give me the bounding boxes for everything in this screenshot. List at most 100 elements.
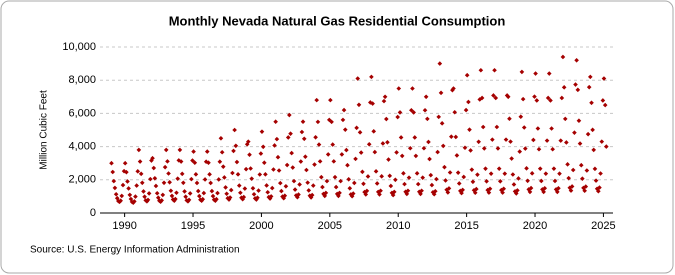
point xyxy=(452,109,458,115)
point xyxy=(242,186,248,191)
point xyxy=(120,182,126,188)
point xyxy=(234,159,240,165)
point xyxy=(573,82,578,87)
point xyxy=(560,54,566,60)
point xyxy=(255,195,260,201)
point xyxy=(543,171,549,176)
point xyxy=(401,171,406,176)
point xyxy=(230,170,235,176)
point xyxy=(429,182,435,188)
point xyxy=(297,182,302,187)
point xyxy=(345,162,350,168)
point xyxy=(583,184,589,189)
point xyxy=(290,165,296,170)
point xyxy=(501,186,506,192)
point xyxy=(546,71,552,76)
point xyxy=(169,193,175,199)
point xyxy=(162,164,168,170)
point xyxy=(178,159,184,164)
point xyxy=(301,136,307,142)
point xyxy=(479,95,485,101)
point xyxy=(222,175,227,180)
point xyxy=(373,169,379,174)
point xyxy=(481,146,487,151)
point xyxy=(309,192,315,198)
point xyxy=(256,188,261,193)
point xyxy=(220,164,226,169)
point xyxy=(532,94,537,99)
point xyxy=(550,146,555,152)
point xyxy=(419,188,424,194)
point xyxy=(216,177,222,182)
point xyxy=(426,139,431,145)
x-tick-label: 2020 xyxy=(523,220,547,232)
x-tick-label: 2015 xyxy=(454,220,478,232)
point xyxy=(585,131,591,137)
point xyxy=(189,176,194,182)
chart-title: Monthly Nevada Natural Gas Residential C… xyxy=(169,13,506,28)
x-tick-label: 2000 xyxy=(249,220,273,232)
point xyxy=(602,102,608,108)
point xyxy=(248,166,253,171)
point xyxy=(165,159,170,164)
point xyxy=(490,137,495,142)
point xyxy=(142,194,147,200)
point xyxy=(423,94,429,100)
point xyxy=(446,186,452,191)
point xyxy=(541,189,546,195)
point xyxy=(245,139,251,144)
point xyxy=(564,140,569,145)
point xyxy=(493,95,499,101)
point xyxy=(456,181,462,186)
point xyxy=(396,86,402,91)
point xyxy=(312,162,317,167)
point xyxy=(125,179,130,184)
point xyxy=(315,119,321,125)
point xyxy=(200,196,206,202)
point xyxy=(160,192,166,198)
point xyxy=(325,152,331,157)
point xyxy=(298,159,304,164)
point xyxy=(553,187,559,192)
point xyxy=(224,191,229,197)
point xyxy=(591,147,597,153)
point xyxy=(601,76,607,81)
y-axis-label: Million Cubic Feet xyxy=(39,90,50,170)
point xyxy=(593,178,599,183)
point xyxy=(485,187,490,193)
point xyxy=(347,185,353,191)
point xyxy=(451,86,456,91)
point xyxy=(166,171,171,176)
point xyxy=(393,177,398,183)
point xyxy=(118,198,123,204)
point xyxy=(217,159,223,165)
point xyxy=(556,185,561,191)
point xyxy=(316,142,322,147)
point xyxy=(110,169,116,175)
point xyxy=(275,154,281,160)
point xyxy=(276,168,282,173)
point xyxy=(289,150,294,156)
point xyxy=(285,135,291,140)
y-tick-label: 4,000 xyxy=(68,141,96,153)
point xyxy=(495,146,501,151)
point xyxy=(194,180,200,186)
point xyxy=(375,189,381,195)
point xyxy=(411,110,416,115)
point xyxy=(307,193,313,199)
point xyxy=(236,183,242,188)
point xyxy=(197,193,202,199)
point xyxy=(134,183,139,188)
point xyxy=(434,176,439,182)
point xyxy=(337,190,342,196)
point xyxy=(421,145,427,151)
point xyxy=(577,141,583,146)
point xyxy=(427,156,432,162)
point xyxy=(365,174,371,179)
point xyxy=(397,110,403,115)
point xyxy=(435,149,440,155)
point xyxy=(453,134,459,140)
point xyxy=(292,187,298,192)
point xyxy=(561,85,567,90)
point xyxy=(551,166,557,171)
